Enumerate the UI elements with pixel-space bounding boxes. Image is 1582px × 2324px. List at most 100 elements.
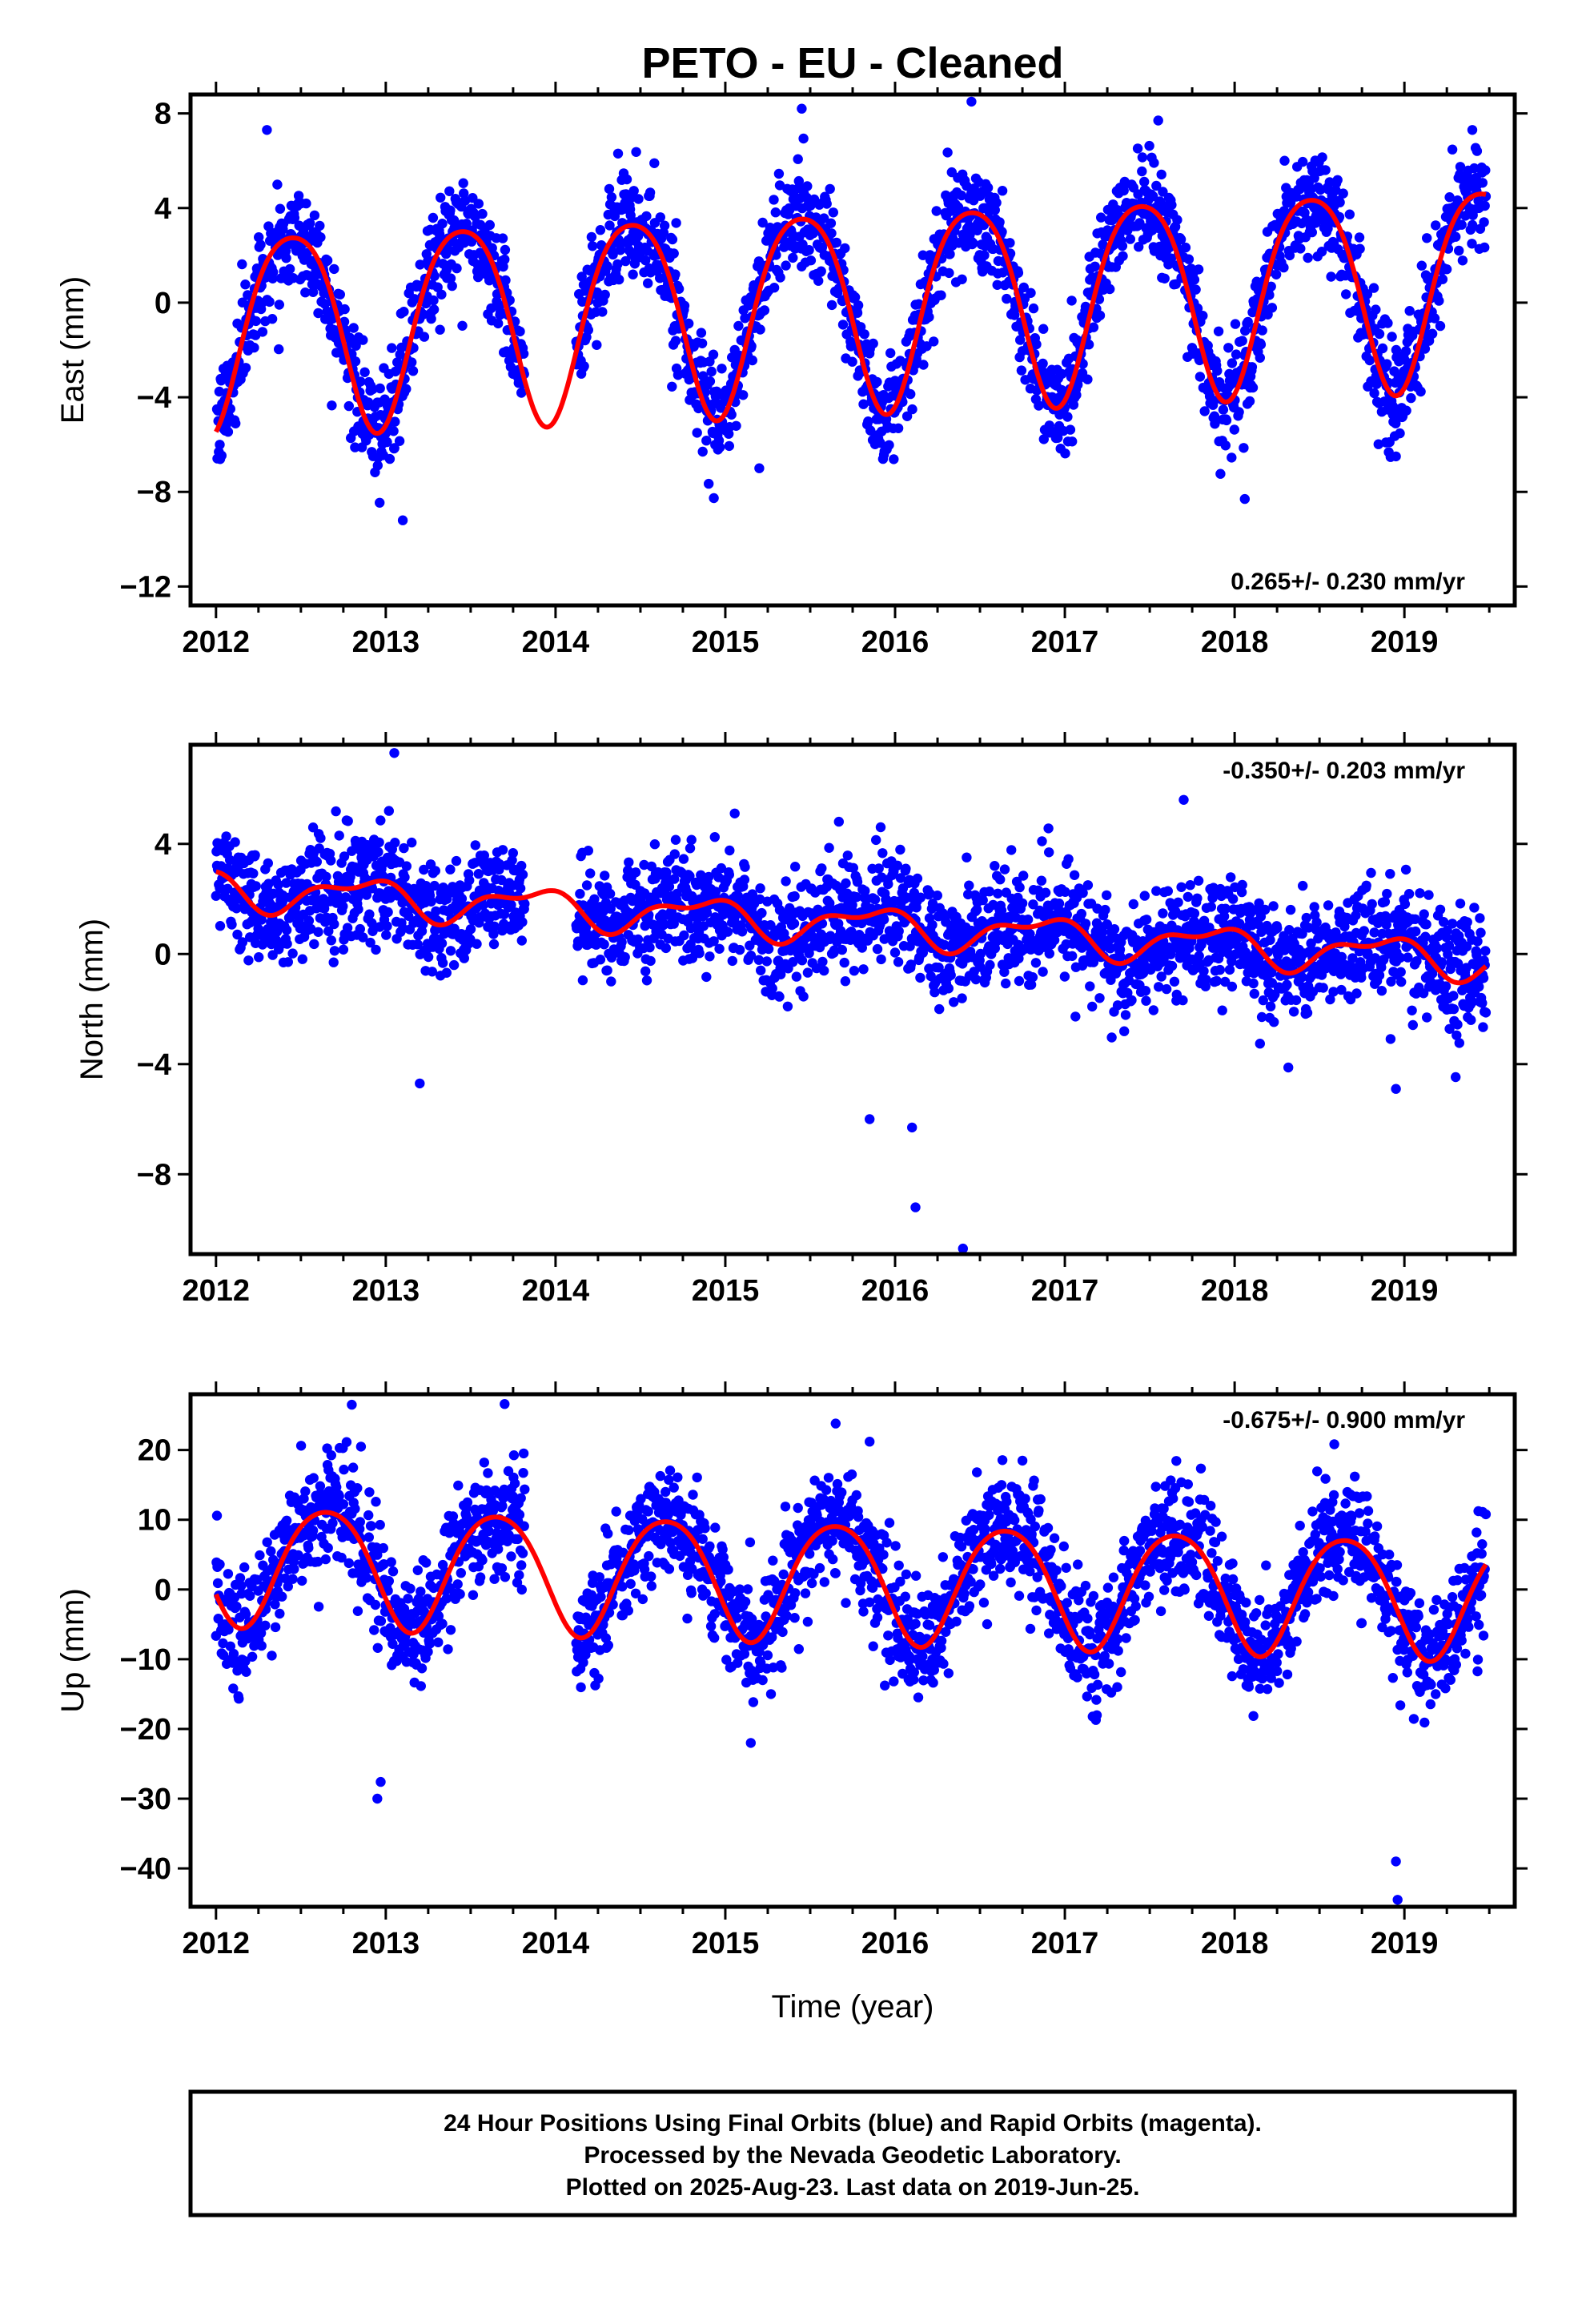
data-point — [457, 320, 468, 331]
data-point — [847, 356, 857, 367]
data-point — [705, 376, 716, 387]
data-point — [1102, 225, 1113, 235]
data-point — [394, 436, 405, 446]
data-point — [375, 815, 386, 826]
data-point — [518, 348, 529, 359]
data-point — [1083, 340, 1094, 350]
data-point — [893, 423, 904, 433]
data-point — [602, 965, 612, 975]
data-point — [1191, 284, 1201, 295]
data-point — [500, 244, 511, 255]
data-point — [214, 386, 225, 397]
data-point — [1452, 1019, 1463, 1030]
data-point — [323, 926, 334, 937]
data-point — [798, 991, 809, 1002]
data-point — [587, 241, 598, 251]
outlier-point — [1391, 451, 1401, 462]
data-point — [786, 228, 797, 239]
data-point — [580, 922, 592, 933]
data-point — [1062, 412, 1073, 422]
data-point — [347, 846, 357, 856]
data-point — [1438, 917, 1449, 927]
data-point — [1125, 234, 1136, 244]
outlier-point — [262, 125, 272, 135]
data-point — [717, 364, 727, 374]
data-point — [872, 943, 883, 955]
data-point — [915, 892, 926, 903]
data-point — [1166, 960, 1178, 971]
data-point — [996, 905, 1007, 915]
data-point — [597, 307, 608, 317]
data-point — [649, 839, 661, 850]
data-point — [1227, 358, 1238, 368]
x-tick-label: 2016 — [861, 625, 930, 659]
data-point — [1117, 240, 1128, 251]
data-point — [419, 864, 429, 875]
data-point — [1139, 176, 1150, 187]
data-point — [583, 324, 593, 336]
data-point — [374, 837, 384, 848]
data-point — [881, 895, 892, 905]
data-point — [1105, 283, 1115, 295]
data-point — [281, 878, 291, 888]
data-point — [1212, 365, 1223, 376]
data-point — [350, 442, 360, 452]
data-point — [459, 953, 469, 963]
data-point — [319, 903, 330, 914]
data-point — [655, 212, 665, 223]
data-point — [1311, 917, 1322, 927]
data-point — [400, 872, 410, 883]
data-point — [724, 440, 734, 452]
data-point — [701, 971, 712, 983]
data-point — [753, 955, 765, 965]
data-point — [1030, 958, 1042, 968]
data-point — [488, 939, 500, 950]
data-point — [390, 838, 400, 848]
data-point — [1295, 243, 1306, 254]
data-point — [302, 247, 312, 259]
data-point — [1423, 890, 1434, 900]
data-point — [755, 883, 765, 894]
data-point — [1383, 318, 1393, 328]
data-point — [1219, 911, 1230, 922]
data-point — [249, 342, 259, 353]
data-point — [1215, 964, 1226, 975]
data-point — [667, 381, 677, 392]
data-point — [1043, 823, 1054, 834]
data-point — [724, 870, 734, 880]
data-point — [670, 269, 681, 279]
data-point — [595, 955, 606, 965]
data-point — [1082, 880, 1094, 891]
data-point — [727, 955, 737, 967]
data-point — [678, 854, 689, 864]
data-point — [604, 220, 615, 231]
data-point — [329, 263, 339, 275]
data-point — [576, 271, 587, 282]
data-point — [211, 891, 221, 901]
data-point — [361, 890, 372, 900]
data-point — [1267, 303, 1278, 313]
data-point — [1088, 957, 1099, 967]
data-point — [1175, 234, 1186, 245]
data-point — [927, 919, 938, 931]
data-point — [1469, 903, 1480, 913]
data-point — [893, 957, 904, 967]
data-point — [848, 907, 858, 917]
data-point — [615, 245, 626, 255]
data-point — [631, 147, 641, 157]
data-point — [1213, 326, 1224, 336]
data-point — [372, 460, 383, 471]
data-point — [221, 831, 231, 842]
data-point — [348, 323, 359, 333]
data-point — [1059, 971, 1070, 982]
data-point — [326, 935, 336, 946]
data-point — [1201, 975, 1211, 985]
data-point — [1462, 917, 1472, 927]
data-point — [791, 971, 802, 982]
data-point — [1036, 875, 1047, 886]
data-point — [604, 183, 615, 195]
data-point — [1049, 935, 1060, 946]
data-point — [313, 308, 323, 319]
data-point — [1284, 925, 1295, 935]
data-point — [1427, 328, 1438, 339]
